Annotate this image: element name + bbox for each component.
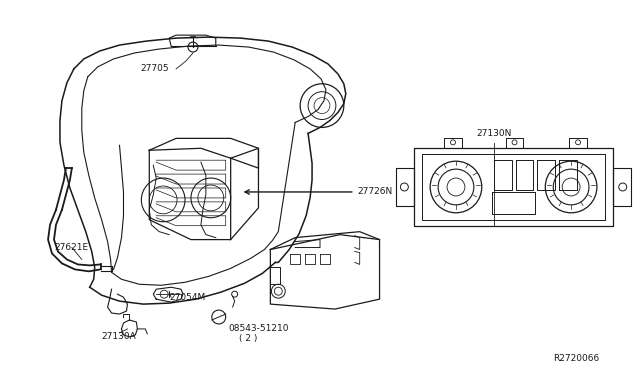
Text: ( 2 ): ( 2 ) <box>239 334 257 343</box>
Text: 27726N: 27726N <box>358 187 393 196</box>
Text: 27130N: 27130N <box>476 129 511 138</box>
Text: 27705: 27705 <box>141 64 169 73</box>
Text: R2720066: R2720066 <box>553 354 599 363</box>
Text: 08543-51210: 08543-51210 <box>228 324 289 333</box>
Text: 27130A: 27130A <box>102 332 136 341</box>
Text: 27621E: 27621E <box>54 243 88 252</box>
Text: 27054M: 27054M <box>169 293 205 302</box>
